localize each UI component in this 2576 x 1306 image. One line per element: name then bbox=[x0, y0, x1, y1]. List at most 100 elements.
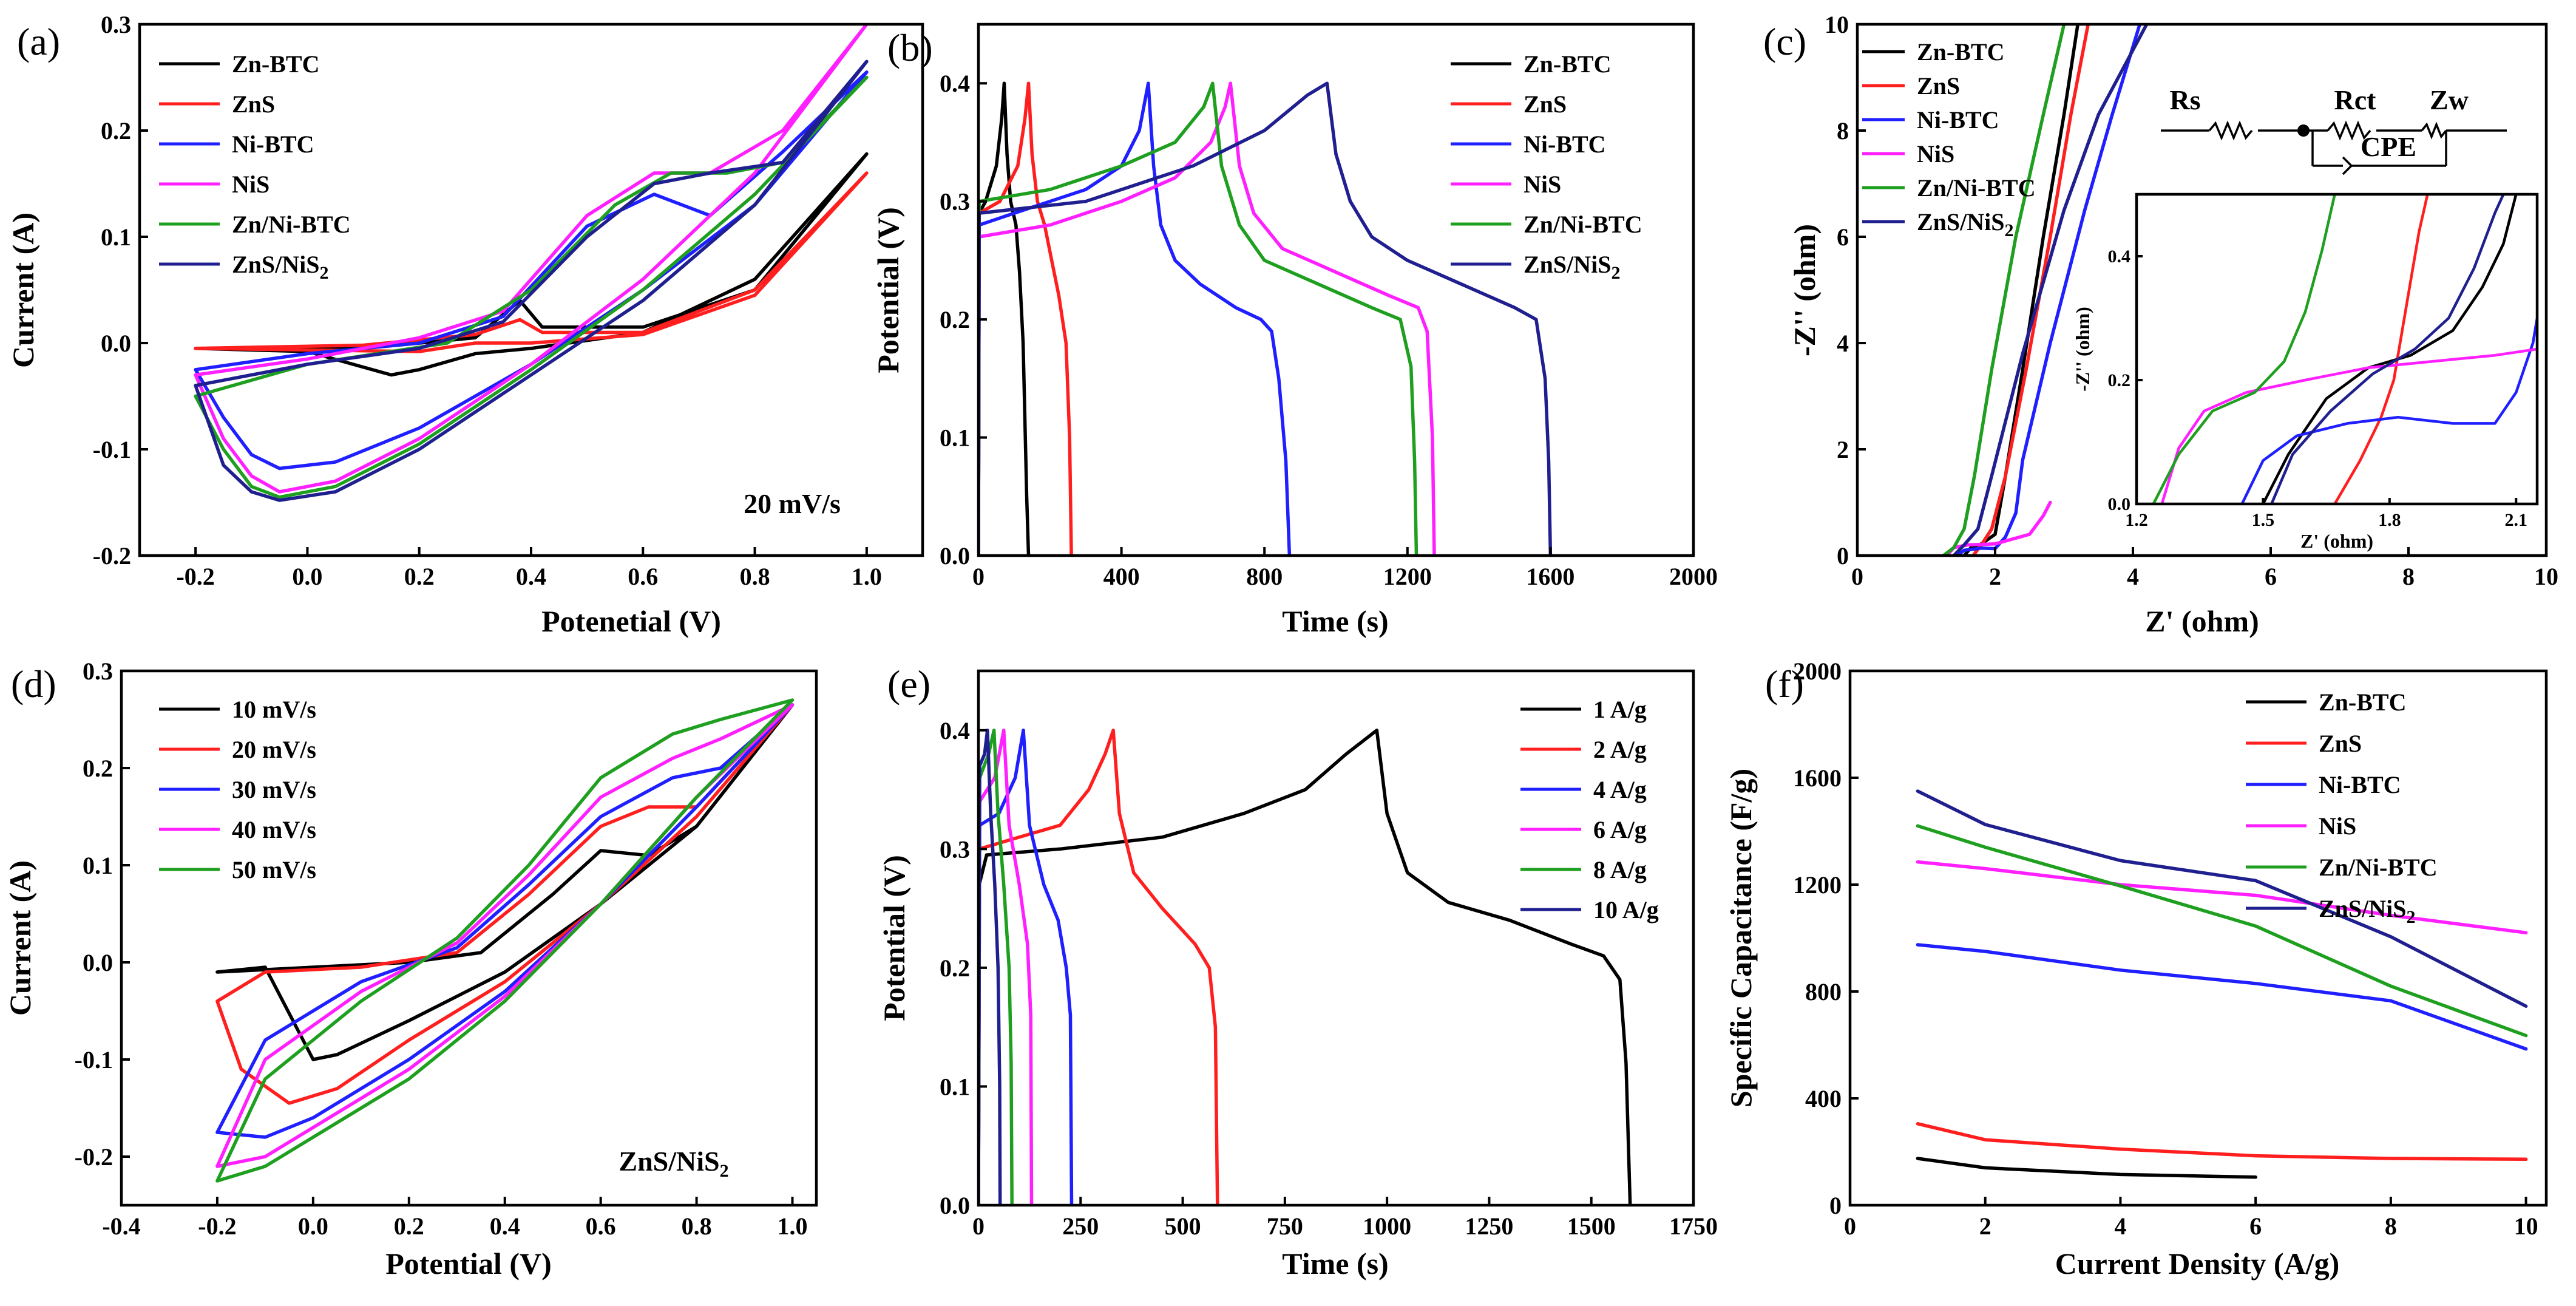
x-tick-label: 0.8 bbox=[682, 1212, 712, 1240]
series-line-3 bbox=[978, 81, 1436, 556]
legend-label: Ni-BTC bbox=[2319, 771, 2401, 798]
x-tick-label: -0.4 bbox=[102, 1212, 140, 1240]
y-tick-label: 400 bbox=[1805, 1085, 1842, 1112]
legend-label: Zn-BTC bbox=[2319, 689, 2407, 716]
series-line-5 bbox=[1916, 789, 2528, 1008]
series-line-2 bbox=[194, 70, 869, 471]
legend-label: Ni-BTC bbox=[1917, 106, 1999, 134]
y-tick-label: 0.3 bbox=[940, 188, 970, 216]
inset-x-axis-title: Z' (ohm) bbox=[2300, 530, 2373, 552]
legend-label: NiS bbox=[2319, 812, 2356, 840]
plot-frame bbox=[1856, 22, 2548, 557]
y-tick-label: 0 bbox=[1829, 1192, 1842, 1219]
y-tick-label: 0.0 bbox=[940, 1192, 970, 1219]
x-tick-label: 0 bbox=[1844, 1212, 1856, 1240]
y-tick-label: 10 bbox=[1825, 11, 1849, 38]
legend-label: 50 mV/s bbox=[232, 856, 316, 883]
x-tick-label: 0 bbox=[1851, 563, 1863, 590]
y-tick-label: 6 bbox=[1837, 223, 1849, 251]
legend: 1 A/g 2 A/g 4 A/g 6 A/g 8 A/g 10 A/g bbox=[1520, 696, 1659, 923]
x-tick-label: 6 bbox=[2249, 1212, 2262, 1240]
x-tick-label: 0.6 bbox=[628, 563, 658, 590]
x-tick-label: 1250 bbox=[1465, 1212, 1513, 1240]
y-tick-label: 0.1 bbox=[101, 223, 131, 251]
legend-label: NiS bbox=[1524, 171, 1561, 198]
x-tick-label: 10 bbox=[2534, 563, 2558, 590]
series-line-1 bbox=[1916, 1122, 2528, 1161]
legend-label: Zn/Ni-BTC bbox=[232, 211, 351, 238]
series-line-5 bbox=[978, 81, 1553, 556]
inset-series-line-4 bbox=[2152, 194, 2336, 504]
y-tick-label: 0.1 bbox=[940, 1073, 970, 1100]
legend-label: ZnS/NiS2 bbox=[2319, 895, 2416, 927]
legend-label: ZnS/NiS2 bbox=[232, 251, 329, 283]
y-axis-title: Current (A) bbox=[6, 213, 40, 368]
x-tick-label: 8 bbox=[2402, 563, 2415, 590]
x-tick-label: 1.0 bbox=[778, 1212, 808, 1240]
series-line-3 bbox=[215, 703, 795, 1168]
legend: 10 mV/s 20 mV/s 30 mV/s 40 mV/s 50 mV/s bbox=[159, 696, 316, 883]
panel-label: (e) bbox=[887, 662, 930, 706]
x-tick-label: 4 bbox=[2114, 1212, 2126, 1240]
inset-series-line-5 bbox=[2270, 194, 2505, 504]
legend-label: 8 A/g bbox=[1593, 856, 1647, 883]
legend-label: Zn-BTC bbox=[232, 50, 320, 78]
legend-label: NiS bbox=[1917, 140, 1954, 168]
x-tick-label: 10 bbox=[2514, 1212, 2538, 1240]
y-tick-label: 0.3 bbox=[101, 11, 131, 38]
series-group bbox=[215, 698, 795, 1183]
series-line-5 bbox=[1952, 24, 2149, 556]
x-tick-label: 0 bbox=[972, 563, 985, 590]
chart-panel-3: -0.4 -0.2 0.0 0.2 0.4 0.6 0.8 1.0 -0.2 -0.1 0.0 0.1… bbox=[3, 658, 818, 1280]
x-tick-label: 8 bbox=[2385, 1212, 2397, 1240]
x-tick-label: 500 bbox=[1165, 1212, 1201, 1240]
legend-label: Zn/Ni-BTC bbox=[2319, 854, 2438, 881]
y-tick-label: -0.2 bbox=[75, 1143, 113, 1171]
y-axis-title: Potential (V) bbox=[877, 855, 911, 1021]
panel-label: (d) bbox=[11, 662, 56, 706]
series-line-4 bbox=[978, 729, 1014, 1205]
y-tick-label: 0.4 bbox=[940, 70, 970, 97]
series-line-4 bbox=[215, 698, 795, 1183]
x-tick-label: 0.2 bbox=[394, 1212, 424, 1240]
legend-label: ZnS bbox=[1917, 72, 1960, 100]
chart-panel-0: -0.2 0.0 0.2 0.4 0.6 0.8 1.0 -0.2 -0.1 0.0 0.1 0.2 0… bbox=[6, 11, 924, 638]
x-tick-label: 750 bbox=[1267, 1212, 1303, 1240]
y-tick-label: 2 bbox=[1837, 436, 1849, 463]
series-line-5 bbox=[194, 60, 869, 502]
circuit-label-rct: Rct bbox=[2334, 84, 2377, 115]
legend-label: 6 A/g bbox=[1593, 816, 1647, 843]
y-tick-label: 0.0 bbox=[940, 542, 970, 570]
legend: Zn-BTC ZnS Ni-BTC NiS Zn/Ni-BTC ZnS/NiS2 bbox=[1862, 38, 2036, 240]
panel-annotation: 20 mV/s bbox=[744, 488, 841, 519]
series-group bbox=[978, 729, 1632, 1205]
y-tick-label: 8 bbox=[1837, 117, 1849, 145]
series-line-2 bbox=[978, 729, 1074, 1205]
x-axis-title: Potential (V) bbox=[385, 1246, 552, 1280]
y-tick-label: 0.3 bbox=[83, 658, 113, 685]
inset-x-tick-label: 1.2 bbox=[2125, 510, 2148, 530]
x-tick-label: 4 bbox=[2127, 563, 2139, 590]
inset-x-tick-label: 1.5 bbox=[2252, 510, 2275, 530]
inset-y-axis-title: -Z'' (ohm) bbox=[2072, 307, 2093, 392]
legend-label: 1 A/g bbox=[1593, 696, 1647, 723]
x-tick-label: 0.6 bbox=[586, 1212, 616, 1240]
y-tick-label: 4 bbox=[1837, 330, 1849, 357]
y-tick-label: 0.4 bbox=[940, 717, 970, 744]
y-tick-label: 0.1 bbox=[83, 852, 113, 879]
series-line-1 bbox=[978, 81, 1073, 556]
x-tick-label: 250 bbox=[1062, 1212, 1099, 1240]
series-line-3 bbox=[978, 729, 1034, 1205]
y-tick-label: 0 bbox=[1837, 542, 1849, 570]
x-tick-label: 400 bbox=[1103, 563, 1140, 590]
panel-annotation: ZnS/NiS2 bbox=[619, 1146, 728, 1181]
plot-frame bbox=[977, 22, 1695, 557]
legend-label: 10 A/g bbox=[1593, 896, 1659, 923]
legend-label: 20 mV/s bbox=[232, 736, 316, 763]
y-tick-label: -0.1 bbox=[75, 1046, 113, 1073]
x-tick-label: 0.8 bbox=[740, 563, 770, 590]
x-axis-title: Potenetial (V) bbox=[541, 604, 721, 638]
y-axis-title: Current (A) bbox=[3, 860, 37, 1016]
circuit-label-cpe: CPE bbox=[2361, 131, 2416, 162]
series-line-1 bbox=[194, 171, 869, 353]
